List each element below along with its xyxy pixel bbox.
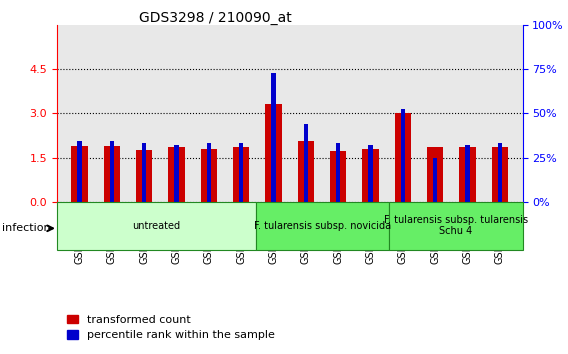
Bar — [492, 147, 508, 202]
Text: untreated: untreated — [132, 221, 181, 231]
Bar — [330, 151, 346, 202]
Bar — [136, 150, 152, 202]
Text: F. tularensis subsp. tularensis
Schu 4: F. tularensis subsp. tularensis Schu 4 — [384, 215, 528, 236]
Text: F. tularensis subsp. novicida: F. tularensis subsp. novicida — [254, 221, 391, 231]
Bar — [174, 145, 179, 202]
FancyBboxPatch shape — [256, 202, 390, 250]
Bar — [239, 143, 244, 202]
Bar — [104, 146, 120, 202]
Bar — [77, 141, 82, 202]
FancyBboxPatch shape — [57, 202, 256, 250]
Bar — [336, 143, 340, 202]
Bar — [400, 109, 405, 202]
Legend: transformed count, percentile rank within the sample: transformed count, percentile rank withi… — [62, 310, 279, 345]
Bar — [72, 146, 87, 202]
Bar — [368, 145, 373, 202]
Bar — [433, 158, 437, 202]
Text: infection: infection — [2, 223, 51, 233]
FancyBboxPatch shape — [390, 202, 523, 250]
Bar — [272, 74, 276, 202]
Bar — [201, 149, 217, 202]
Bar — [362, 149, 379, 202]
Bar — [298, 141, 314, 202]
Bar — [427, 147, 443, 202]
Bar — [233, 147, 249, 202]
Bar — [142, 143, 147, 202]
Bar — [207, 143, 211, 202]
Bar — [498, 143, 502, 202]
Bar — [460, 147, 475, 202]
Bar — [265, 104, 282, 202]
Bar — [303, 124, 308, 202]
Text: GDS3298 / 210090_at: GDS3298 / 210090_at — [140, 11, 292, 25]
Bar — [110, 141, 114, 202]
Bar — [465, 145, 470, 202]
Bar — [168, 147, 185, 202]
Bar — [395, 113, 411, 202]
